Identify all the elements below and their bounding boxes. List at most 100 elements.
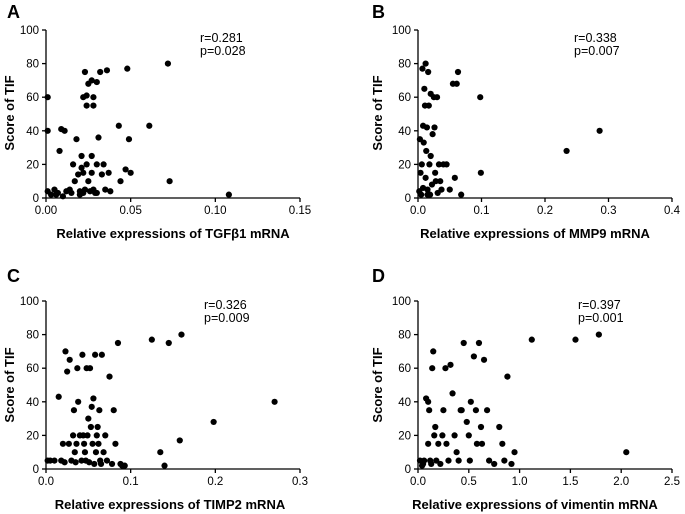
data-point bbox=[446, 186, 453, 193]
data-point bbox=[115, 122, 122, 129]
data-point bbox=[451, 174, 458, 181]
correlation-coefficient: r=0.326 bbox=[204, 298, 247, 312]
data-point bbox=[421, 85, 428, 92]
data-point bbox=[86, 365, 94, 372]
data-point bbox=[429, 131, 436, 138]
data-point bbox=[102, 186, 109, 193]
data-point bbox=[445, 457, 452, 464]
data-point bbox=[426, 407, 433, 414]
x-tick-label: 0.3 bbox=[601, 205, 617, 217]
data-point bbox=[417, 169, 424, 176]
x-tick-label: 0.0 bbox=[410, 205, 426, 217]
data-point bbox=[90, 395, 97, 402]
data-point bbox=[110, 407, 117, 414]
data-point bbox=[470, 353, 477, 360]
data-point bbox=[148, 336, 155, 343]
p-value: p=0.009 bbox=[204, 311, 250, 325]
p-value: p=0.007 bbox=[574, 44, 620, 58]
data-point bbox=[440, 407, 447, 414]
data-point bbox=[51, 457, 58, 464]
y-tick-label: 80 bbox=[26, 330, 39, 342]
data-point bbox=[420, 457, 428, 464]
p-value: p=0.001 bbox=[578, 311, 624, 325]
data-point bbox=[59, 440, 67, 447]
data-point bbox=[78, 164, 85, 171]
data-point bbox=[467, 398, 474, 405]
data-point bbox=[431, 124, 438, 131]
x-tick-label: 0.3 bbox=[292, 476, 308, 488]
data-point bbox=[466, 457, 473, 464]
data-point bbox=[528, 336, 535, 343]
data-point bbox=[447, 361, 454, 368]
data-point bbox=[437, 460, 444, 468]
data-point bbox=[423, 124, 430, 131]
data-point bbox=[164, 60, 172, 67]
y-tick-label: 40 bbox=[398, 126, 411, 138]
data-point bbox=[71, 178, 78, 185]
data-point bbox=[486, 457, 493, 464]
y-axis-title: Score of TIF bbox=[2, 75, 17, 150]
data-point bbox=[97, 68, 104, 76]
data-point bbox=[91, 460, 98, 468]
data-point bbox=[176, 437, 183, 444]
data-point bbox=[61, 127, 68, 134]
y-tick-label: 60 bbox=[26, 92, 39, 104]
data-point bbox=[443, 440, 450, 447]
data-point bbox=[81, 449, 89, 456]
data-point bbox=[460, 339, 467, 347]
data-point bbox=[95, 440, 102, 447]
data-point bbox=[75, 398, 82, 405]
y-axis-title: Score of TIF bbox=[370, 75, 385, 150]
data-point bbox=[86, 459, 93, 466]
x-tick-label: 2.0 bbox=[613, 476, 629, 488]
data-point bbox=[85, 178, 92, 185]
data-point bbox=[90, 102, 97, 109]
x-axis-title: Relative expressions of vimentin mRNA bbox=[412, 497, 658, 512]
data-point bbox=[426, 161, 433, 168]
x-tick-label: 0.10 bbox=[204, 205, 226, 217]
data-point bbox=[425, 102, 432, 109]
data-point bbox=[88, 169, 95, 176]
data-point bbox=[455, 457, 462, 464]
data-point bbox=[114, 339, 122, 347]
data-point bbox=[68, 189, 75, 197]
y-tick-label: 0 bbox=[405, 464, 411, 476]
data-point bbox=[426, 191, 434, 198]
data-point bbox=[83, 102, 90, 109]
data-point bbox=[112, 440, 119, 447]
data-point bbox=[85, 415, 92, 422]
data-point bbox=[449, 390, 456, 397]
data-point bbox=[432, 169, 439, 176]
data-point bbox=[127, 169, 134, 176]
data-point bbox=[70, 407, 78, 414]
panel-letter: C bbox=[7, 266, 20, 286]
data-point bbox=[90, 94, 97, 101]
data-point bbox=[81, 68, 89, 76]
data-point bbox=[491, 460, 498, 468]
data-point bbox=[472, 407, 480, 414]
data-point bbox=[496, 423, 503, 431]
data-point bbox=[98, 171, 105, 178]
data-point bbox=[473, 440, 481, 447]
y-tick-label: 0 bbox=[405, 193, 411, 205]
data-point bbox=[146, 122, 153, 129]
data-point bbox=[427, 152, 434, 160]
data-point bbox=[271, 398, 278, 405]
y-tick-label: 20 bbox=[398, 430, 411, 442]
data-point bbox=[61, 459, 68, 466]
y-tick-label: 100 bbox=[20, 25, 39, 37]
data-point bbox=[79, 351, 86, 358]
data-point bbox=[122, 166, 129, 173]
data-point bbox=[69, 161, 77, 168]
data-point bbox=[429, 365, 436, 372]
y-tick-label: 100 bbox=[392, 25, 411, 37]
x-tick-label: 0.2 bbox=[207, 476, 223, 488]
data-point bbox=[107, 188, 114, 195]
data-point bbox=[97, 460, 105, 468]
data-point bbox=[477, 423, 485, 431]
data-point bbox=[595, 331, 602, 338]
x-tick-label: 0.05 bbox=[119, 205, 141, 217]
data-point bbox=[96, 407, 103, 414]
data-point bbox=[81, 440, 88, 447]
